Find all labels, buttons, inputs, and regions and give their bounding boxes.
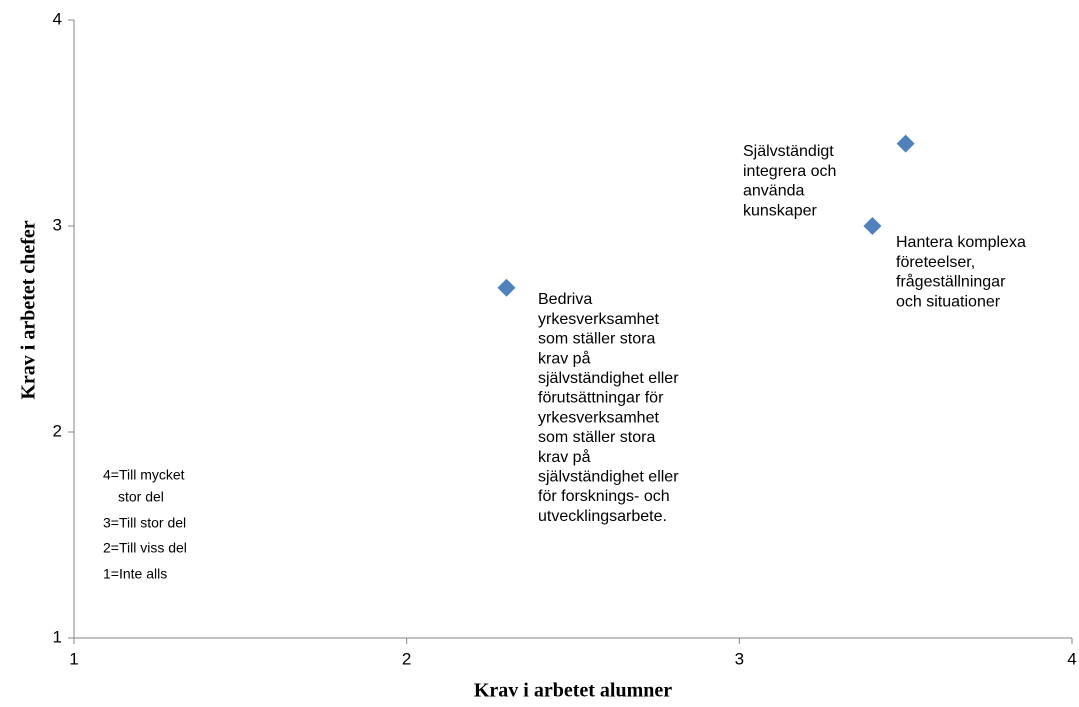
- annotation: för forsknings- och: [538, 488, 670, 505]
- annotation: utvecklingsarbete.: [538, 508, 667, 525]
- data-point: [863, 217, 882, 235]
- key-text: 1=Inte alls: [103, 566, 167, 582]
- y-tick-label: 1: [53, 627, 62, 646]
- annotation: och situationer: [896, 293, 1001, 310]
- key-text: 2=Till viss del: [103, 540, 187, 556]
- annotation: frågeställningar: [896, 273, 1006, 291]
- data-point: [896, 134, 915, 153]
- annotation: självständighet eller: [538, 469, 679, 486]
- annotation: yrkesverksamhet: [538, 409, 659, 426]
- x-tick-label: 4: [1067, 649, 1076, 668]
- annotation: yrkesverksamhet: [538, 311, 659, 328]
- y-tick-label: 3: [53, 215, 62, 234]
- x-tick-label: 3: [735, 649, 744, 668]
- annotation: Självständigt: [743, 143, 834, 160]
- y-axis-title: Krav i arbetet chefer: [18, 220, 40, 399]
- annotation: som ställer stora: [538, 331, 655, 348]
- annotation: kunskaper: [743, 202, 817, 219]
- annotation: använda: [743, 183, 804, 200]
- annotation: Bedriva: [538, 291, 592, 308]
- annotation: självständighet eller: [538, 370, 679, 387]
- annotation: krav på: [538, 448, 591, 466]
- y-tick-label: 2: [53, 421, 62, 440]
- x-axis-title: Krav i arbetet alumner: [474, 680, 672, 702]
- annotation: krav på: [538, 349, 591, 367]
- x-tick-label: 2: [402, 649, 411, 668]
- x-tick-label: 1: [69, 649, 78, 668]
- annotation: som ställer stora: [538, 429, 655, 446]
- y-tick-label: 4: [53, 9, 62, 28]
- annotation: förutsättningar för: [538, 390, 664, 407]
- annotation: Hantera komplexa: [896, 234, 1026, 251]
- key-text: stor del: [118, 489, 164, 505]
- data-point: [497, 278, 516, 297]
- key-text: 4=Till mycket: [103, 467, 185, 483]
- annotation: företeelser,: [896, 254, 975, 271]
- key-text: 3=Till stor del: [103, 515, 186, 531]
- annotation: integrera och: [743, 163, 836, 180]
